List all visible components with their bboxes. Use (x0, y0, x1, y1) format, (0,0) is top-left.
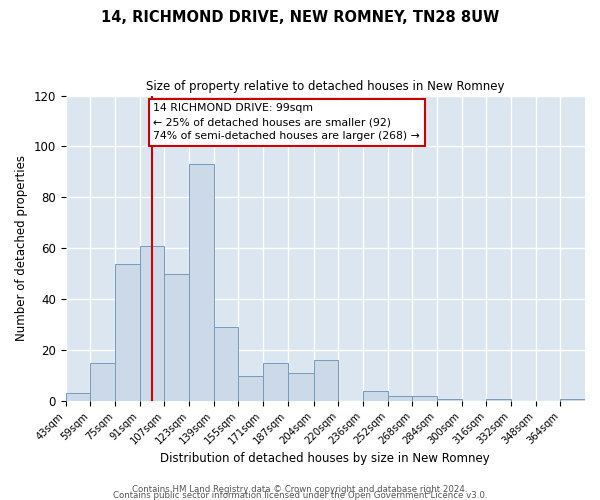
Bar (437, 398, 462, 401)
Y-axis label: Number of detached properties: Number of detached properties (15, 156, 28, 342)
Title: Size of property relative to detached houses in New Romney: Size of property relative to detached ho… (146, 80, 505, 93)
Bar (560, 398, 585, 401)
Bar (164, 274, 189, 401)
Bar (65, 394, 91, 401)
Text: 14 RICHMOND DRIVE: 99sqm
← 25% of detached houses are smaller (92)
74% of semi-d: 14 RICHMOND DRIVE: 99sqm ← 25% of detach… (154, 103, 420, 141)
Text: Contains HM Land Registry data © Crown copyright and database right 2024.: Contains HM Land Registry data © Crown c… (132, 484, 468, 494)
Bar (388, 396, 412, 401)
Bar (287, 373, 314, 401)
Bar (238, 376, 263, 401)
Bar (140, 246, 164, 401)
Bar (263, 363, 287, 401)
Bar (189, 164, 214, 401)
Bar (314, 360, 338, 401)
X-axis label: Distribution of detached houses by size in New Romney: Distribution of detached houses by size … (160, 452, 490, 465)
Bar (487, 398, 511, 401)
Bar (214, 328, 238, 401)
Text: Contains public sector information licensed under the Open Government Licence v3: Contains public sector information licen… (113, 491, 487, 500)
Bar (363, 391, 388, 401)
Bar (412, 396, 437, 401)
Bar (115, 264, 140, 401)
Text: 14, RICHMOND DRIVE, NEW ROMNEY, TN28 8UW: 14, RICHMOND DRIVE, NEW ROMNEY, TN28 8UW (101, 10, 499, 25)
Bar (91, 363, 115, 401)
